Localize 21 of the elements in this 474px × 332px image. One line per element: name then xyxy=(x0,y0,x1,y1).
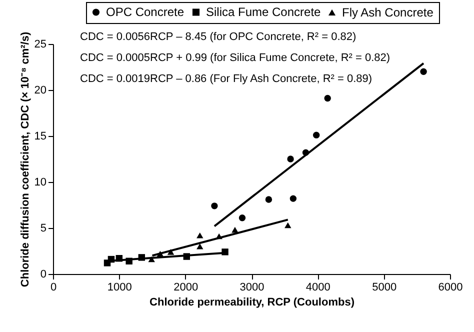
y-tick-label: 10 xyxy=(34,176,46,188)
annotation: CDC = 0.0019RCP – 0.86 (For Fly Ash Concrete, R² = 0.89) xyxy=(80,73,372,85)
legend-label: OPC Concrete xyxy=(106,5,184,20)
x-tick-label: 3000 xyxy=(240,282,264,294)
y-tick-label: 5 xyxy=(40,222,46,234)
y-tick-label: 15 xyxy=(34,130,46,142)
x-tick-label: 1000 xyxy=(107,282,132,294)
x-tick-label: 6000 xyxy=(438,282,463,294)
y-tick-label: 0 xyxy=(40,268,46,280)
annotation: CDC = 0.0005RCP + 0.99 (for Silica Fume Concrete, R² = 0.82) xyxy=(80,52,390,64)
legend-label: Fly Ash Concrete xyxy=(342,5,434,20)
x-tick-label: 4000 xyxy=(306,282,330,294)
y-axis-title: Chloride diffusion coefficient, CDC (× 10⁻⁸ cm²/s) xyxy=(19,32,32,288)
x-tick-label: 0 xyxy=(50,282,57,294)
y-tick-label: 25 xyxy=(34,38,46,50)
y-tick-label: 20 xyxy=(34,84,46,96)
x-tick-label: 2000 xyxy=(174,282,198,294)
legend-label: Silica Fume Concrete xyxy=(206,5,322,20)
text: CDC = 0.0056RCP – 8.45 (for OPC Concrete, R² = 0.82) xyxy=(80,31,356,43)
x-tick-label: 5000 xyxy=(372,282,397,294)
x-axis-title: Chloride permeability, RCP (Coulombs) xyxy=(150,296,355,308)
